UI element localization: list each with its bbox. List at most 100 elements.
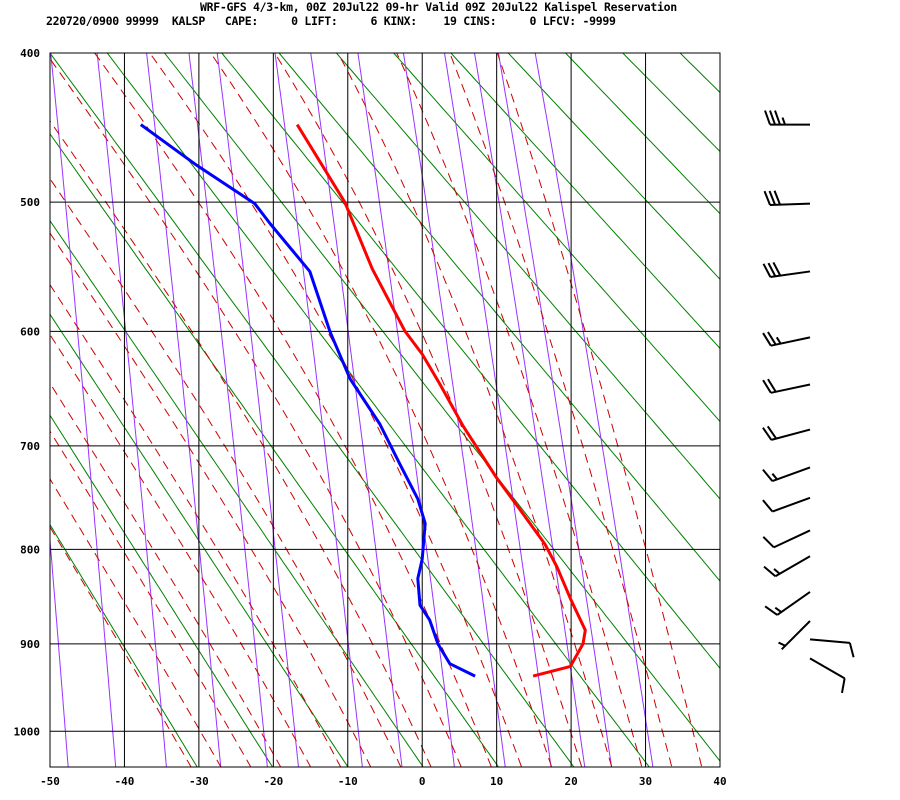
- x-tick-label: 20: [564, 775, 577, 788]
- mixing-ratio-line: [96, 53, 167, 767]
- grid: [49, 52, 721, 768]
- x-tick-label: 30: [639, 775, 652, 788]
- y-tick-label: 500: [20, 196, 40, 209]
- wind-barb-feather: [773, 190, 781, 205]
- wind-barb-feather: [762, 379, 772, 394]
- profiles: [139, 123, 587, 678]
- dry-adiabat: [50, 133, 500, 767]
- mixing-ratio-line: [216, 53, 299, 767]
- y-tick-label: 800: [20, 543, 40, 556]
- stability-indices: 220720/0900 99999 KALSP CAPE: 0 LIFT: 6 …: [46, 14, 616, 28]
- y-tick-label: 700: [20, 440, 40, 453]
- dry-adiabat: [335, 53, 720, 500]
- wind-barb-feather: [840, 678, 846, 694]
- dewpoint-profile-line: [139, 123, 476, 678]
- dry-adiabat: [622, 53, 720, 153]
- dry-adiabat: [106, 53, 650, 767]
- x-tick-label: 10: [490, 775, 503, 788]
- wind-barb-staff: [776, 591, 811, 616]
- moist-adiabat: [50, 333, 312, 767]
- dry-adiabat: [393, 53, 720, 423]
- moist-adiabat: [50, 58, 462, 767]
- wind-barb-staff: [774, 555, 811, 578]
- wind-barb-staff: [809, 638, 850, 644]
- wind-barb: [762, 529, 811, 549]
- thermo-background-lines: [50, 37, 900, 781]
- wind-barb-staff: [771, 428, 811, 441]
- moist-adiabat: [449, 53, 673, 767]
- wind-barb-half-feather: [781, 117, 786, 125]
- wind-barbs: [762, 110, 855, 694]
- moist-adiabat: [50, 283, 342, 767]
- wind-barb-staff: [809, 657, 846, 680]
- wind-barb-half-feather: [774, 606, 782, 613]
- dry-adiabat: [163, 53, 720, 762]
- x-tick-label: -10: [338, 775, 358, 788]
- wind-barb: [762, 496, 811, 513]
- moist-adiabat: [274, 53, 583, 767]
- wind-barb-feather: [762, 499, 774, 513]
- wind-barb-half-feather: [778, 641, 786, 647]
- temperature-profile-line: [295, 123, 587, 678]
- wind-barb-staff: [772, 466, 811, 483]
- wind-barb-feather: [767, 331, 777, 346]
- dry-adiabat: [50, 219, 424, 767]
- wind-barb: [762, 261, 811, 279]
- moist-adiabat: [50, 177, 402, 767]
- dry-adiabat: [50, 414, 274, 767]
- dry-adiabat: [507, 53, 720, 280]
- wind-barb-feather: [767, 262, 777, 277]
- wind-barb: [764, 110, 810, 126]
- wind-barb: [809, 657, 846, 694]
- x-tick-labels: -50 -40 -30 -20 -10 0 10 20 30 40: [40, 775, 727, 788]
- moist-adiabat: [94, 53, 492, 767]
- moist-adiabat: [337, 53, 613, 767]
- wind-barb: [809, 638, 855, 658]
- x-tick-label: 0: [419, 775, 426, 788]
- wind-barb-half-feather: [771, 473, 778, 481]
- chart-title: WRF-GFS 4/3-km, 00Z 20Jul22 09-hr Valid …: [200, 0, 677, 14]
- wind-barb-feather: [848, 642, 855, 658]
- mixing-ratio-line: [497, 53, 613, 767]
- moist-adiabat: [149, 53, 523, 767]
- dry-adiabat: [891, 37, 900, 781]
- wind-barb: [764, 591, 811, 616]
- y-tick-label: 1000: [14, 725, 41, 738]
- dry-adiabat: [777, 37, 900, 781]
- y-tick-label: 600: [20, 325, 40, 338]
- moist-adiabat: [50, 382, 282, 767]
- moist-adiabat: [496, 53, 703, 767]
- wind-barb: [763, 190, 811, 206]
- mixing-ratio-line: [357, 53, 455, 767]
- mixing-ratio-line: [146, 53, 222, 767]
- x-tick-label: -40: [115, 775, 135, 788]
- dry-adiabat: [221, 53, 720, 670]
- wind-barb-feather: [769, 110, 776, 125]
- wind-barb-feather: [762, 263, 772, 278]
- dry-adiabat: [720, 37, 900, 781]
- mixing-ratio-line: [402, 53, 506, 767]
- wind-barb-half-feather: [775, 336, 782, 345]
- mixing-ratio-line: [534, 53, 654, 767]
- wind-barb: [778, 620, 811, 651]
- y-tick-labels: 400 500 600 700 800 900 1000: [14, 47, 41, 738]
- wind-barb-feather: [762, 427, 773, 441]
- wind-barb-feather: [762, 332, 772, 347]
- wind-barb-feather: [772, 261, 782, 277]
- wind-barb-staff: [769, 202, 811, 206]
- x-tick-label: -30: [189, 775, 209, 788]
- wind-barb-feather: [764, 110, 771, 125]
- x-tick-label: -50: [40, 775, 60, 788]
- wind-barb-feather: [762, 469, 774, 482]
- dry-adiabat: [278, 53, 720, 582]
- wind-barb: [762, 331, 811, 347]
- mixing-ratio-line: [274, 53, 363, 767]
- moist-adiabat: [50, 232, 372, 767]
- moist-adiabat: [396, 53, 643, 767]
- dry-adiabat: [50, 523, 198, 767]
- moist-adiabat: [50, 478, 222, 767]
- x-tick-label: -20: [263, 775, 283, 788]
- dry-adiabat: [679, 53, 720, 94]
- wind-barb-staff: [770, 270, 811, 279]
